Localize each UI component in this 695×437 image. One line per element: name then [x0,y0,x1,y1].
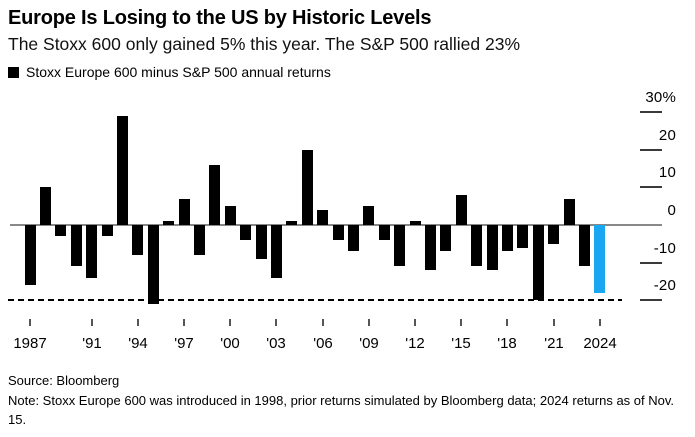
bar-chart-plot-area: 30% 20 10 0 -10 -20 1987 '91 '94 '97 '00 '03 '06 '09 '… [0,88,695,360]
bar-2021 [548,225,559,244]
x-axis-label: '91 [82,335,102,352]
bar-2009 [363,206,374,225]
y-axis-label: 10 [658,164,676,181]
x-axis-label: 2024 [583,335,617,352]
y-axis-label: 20 [658,127,676,144]
y-axis-label: -10 [653,240,676,257]
bar-1994 [132,225,143,255]
y-axis-tick [640,186,662,188]
bar-2022 [564,199,575,225]
bar-2018 [502,225,513,251]
bar-2016 [471,225,482,266]
x-axis-tick [460,319,462,326]
x-axis-tick [91,319,93,326]
page-title: Europe Is Losing to the US by Historic L… [8,7,432,29]
x-axis-label: '09 [359,335,379,352]
bar-1988 [40,187,51,225]
bar-2020 [533,225,544,300]
x-axis-tick [553,319,555,326]
bar-2006 [317,210,328,225]
bar-2007 [333,225,344,240]
bar-1995 [148,225,159,304]
bar-1997 [179,199,190,225]
x-axis-tick [414,319,416,326]
bar-2005 [302,150,313,225]
x-axis-label: '21 [544,335,564,352]
x-axis-tick [506,319,508,326]
x-axis-tick [368,319,370,326]
y-axis-tick [640,111,662,113]
x-axis-label: '97 [174,335,194,352]
x-axis-label: '15 [451,335,471,352]
bar-1992 [102,225,113,236]
bar-2017 [487,225,498,270]
x-axis-tick [322,319,324,326]
bar-2013 [425,225,436,270]
x-axis-tick [137,319,139,326]
bar-2004 [286,221,297,225]
bar-2014 [440,225,451,251]
bar-1998 [194,225,205,255]
bar-1990 [71,225,82,266]
x-axis-tick [29,319,31,326]
y-axis-label: 0 [667,202,676,219]
x-axis-label: '94 [128,335,148,352]
y-axis-label: -20 [653,277,676,294]
bar-2000 [225,206,236,225]
bar-2015 [456,195,467,225]
x-axis-label: '06 [313,335,333,352]
x-axis-label: '00 [220,335,240,352]
bar-2023 [579,225,590,266]
y-axis-label: 30% [645,89,676,106]
y-axis-tick [640,299,662,301]
x-axis-label: 1987 [13,335,47,352]
x-axis-label: '18 [497,335,517,352]
y-axis-tick [640,262,662,264]
x-axis-label: '03 [266,335,286,352]
bar-1993 [117,116,128,225]
x-axis-tick [599,319,601,326]
chart-legend: Stoxx Europe 600 minus S&P 500 annual re… [8,64,331,80]
record-low-dashed-line [8,299,622,301]
note-text: Note: Stoxx Europe 600 was introduced in… [8,392,675,428]
bar-2002 [256,225,267,259]
bar-1989 [55,225,66,236]
bar-2003 [271,225,282,278]
bar-1999 [209,165,220,225]
bar-2019 [517,225,528,248]
bar-2010 [379,225,390,240]
source-text: Source: Bloomberg [8,373,120,388]
legend-label: Stoxx Europe 600 minus S&P 500 annual re… [26,64,331,80]
bar-1996 [163,221,174,225]
bar-2001 [240,225,251,240]
chart-footer: Source: Bloomberg Note: Stoxx Europe 600… [8,371,690,430]
bar-2012 [410,221,421,225]
page-subtitle: The Stoxx 600 only gained 5% this year. … [8,34,521,54]
bar-2008 [348,225,359,251]
x-axis-label: '12 [405,335,425,352]
bar-2011 [394,225,405,266]
x-axis-tick [275,319,277,326]
y-axis-tick [640,149,662,151]
bar-1991 [86,225,97,278]
bar-1987 [25,225,36,285]
legend-swatch-icon [8,66,19,78]
x-axis-tick [229,319,231,326]
bar-2024 [594,225,605,293]
x-axis-tick [183,319,185,326]
